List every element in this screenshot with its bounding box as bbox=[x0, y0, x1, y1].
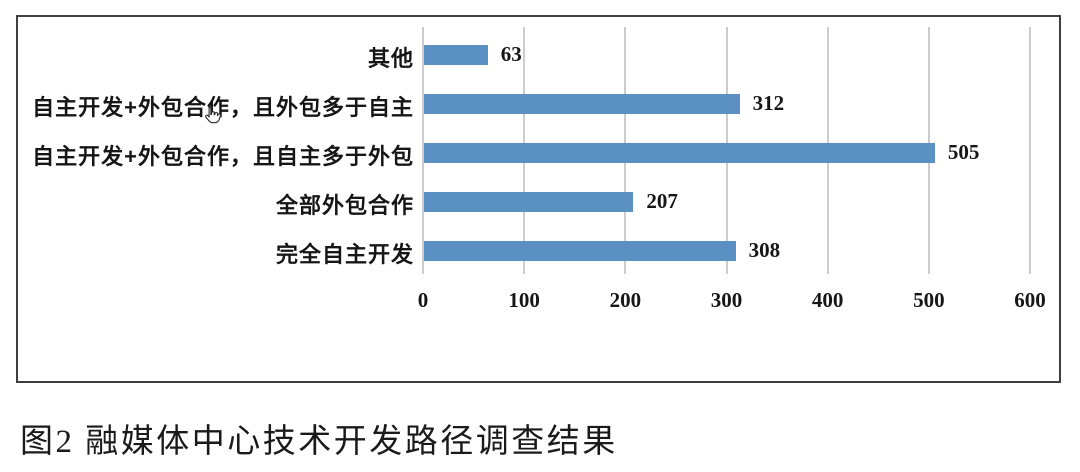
category-label: 其他 bbox=[367, 46, 414, 71]
bar bbox=[424, 192, 634, 212]
x-axis-tick-label: 0 bbox=[417, 288, 429, 312]
x-axis-tick-label: 200 bbox=[609, 288, 642, 312]
x-axis-tick-label: 400 bbox=[811, 288, 844, 312]
value-label: 505 bbox=[947, 140, 980, 164]
bar bbox=[424, 241, 736, 261]
category-label: 完全自主开发 bbox=[275, 242, 414, 267]
value-label: 63 bbox=[500, 42, 522, 66]
x-axis-tick-label: 300 bbox=[710, 288, 743, 312]
value-label: 207 bbox=[646, 189, 678, 213]
x-gridline bbox=[1029, 27, 1031, 274]
value-label: 312 bbox=[752, 91, 785, 115]
x-axis-tick-label: 600 bbox=[1014, 288, 1046, 312]
figure-caption: 图2 融媒体中心技术开发路径调查结果 bbox=[20, 424, 618, 460]
bar bbox=[424, 45, 488, 65]
bar bbox=[424, 94, 740, 114]
category-label: 自主开发+外包合作，且外包多于自主 bbox=[32, 95, 414, 120]
bar bbox=[424, 143, 935, 163]
x-axis-tick-label: 500 bbox=[913, 288, 945, 312]
x-gridline bbox=[422, 27, 424, 274]
x-axis-tick-label: 100 bbox=[508, 288, 540, 312]
category-label: 自主开发+外包合作，且自主多于外包 bbox=[32, 144, 414, 169]
category-label: 全部外包合作 bbox=[275, 193, 414, 218]
value-label: 308 bbox=[748, 238, 781, 262]
